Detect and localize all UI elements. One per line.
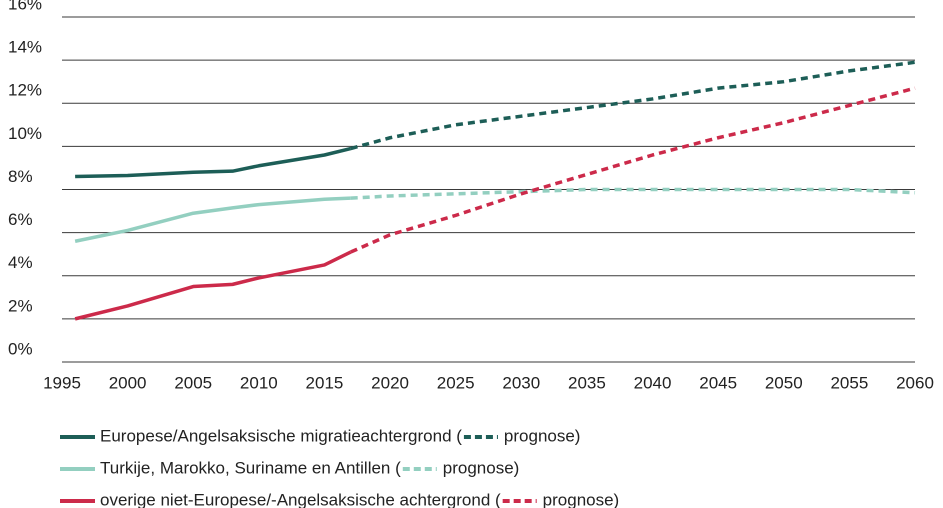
x-tick-label: 2035: [568, 373, 606, 392]
series-line: [74, 196, 351, 243]
x-tick-label: 2060: [896, 373, 934, 392]
y-tick-label: 0%: [8, 339, 33, 358]
series-line: [74, 250, 352, 321]
x-tick-label: 2015: [306, 373, 344, 392]
y-tick-label: 12%: [8, 81, 42, 100]
series-line: [350, 60, 916, 151]
x-tick-label: 2010: [240, 373, 278, 392]
legend-label: prognose): [543, 490, 620, 508]
y-tick-label: 14%: [8, 38, 42, 57]
legend-label: prognose): [504, 426, 581, 445]
legend-label: prognose): [443, 458, 520, 477]
y-tick-label: 8%: [8, 167, 33, 186]
legend-label: Turkije, Marokko, Suriname en Antillen (: [100, 458, 401, 477]
x-tick-label: 2030: [502, 373, 540, 392]
x-tick-label: 2000: [109, 373, 147, 392]
y-tick-label: 4%: [8, 253, 33, 272]
x-tick-label: 1995: [43, 373, 81, 392]
legend-label: overige niet-Europese/-Angelsaksische ac…: [100, 490, 501, 508]
x-tick-label: 2020: [371, 373, 409, 392]
y-tick-label: 10%: [8, 124, 42, 143]
x-tick-label: 2005: [174, 373, 212, 392]
x-tick-label: 2025: [437, 373, 475, 392]
series-line: [350, 187, 916, 200]
legend-label: Europese/Angelsaksische migratieachtergr…: [100, 426, 462, 445]
y-tick-label: 16%: [8, 0, 42, 13]
series-line: [75, 146, 352, 179]
x-tick-label: 2050: [765, 373, 803, 392]
series-line: [350, 86, 916, 254]
x-tick-label: 2045: [699, 373, 737, 392]
y-tick-label: 2%: [8, 296, 33, 315]
x-tick-label: 2040: [634, 373, 672, 392]
y-tick-label: 6%: [8, 210, 33, 229]
x-tick-label: 2055: [830, 373, 868, 392]
